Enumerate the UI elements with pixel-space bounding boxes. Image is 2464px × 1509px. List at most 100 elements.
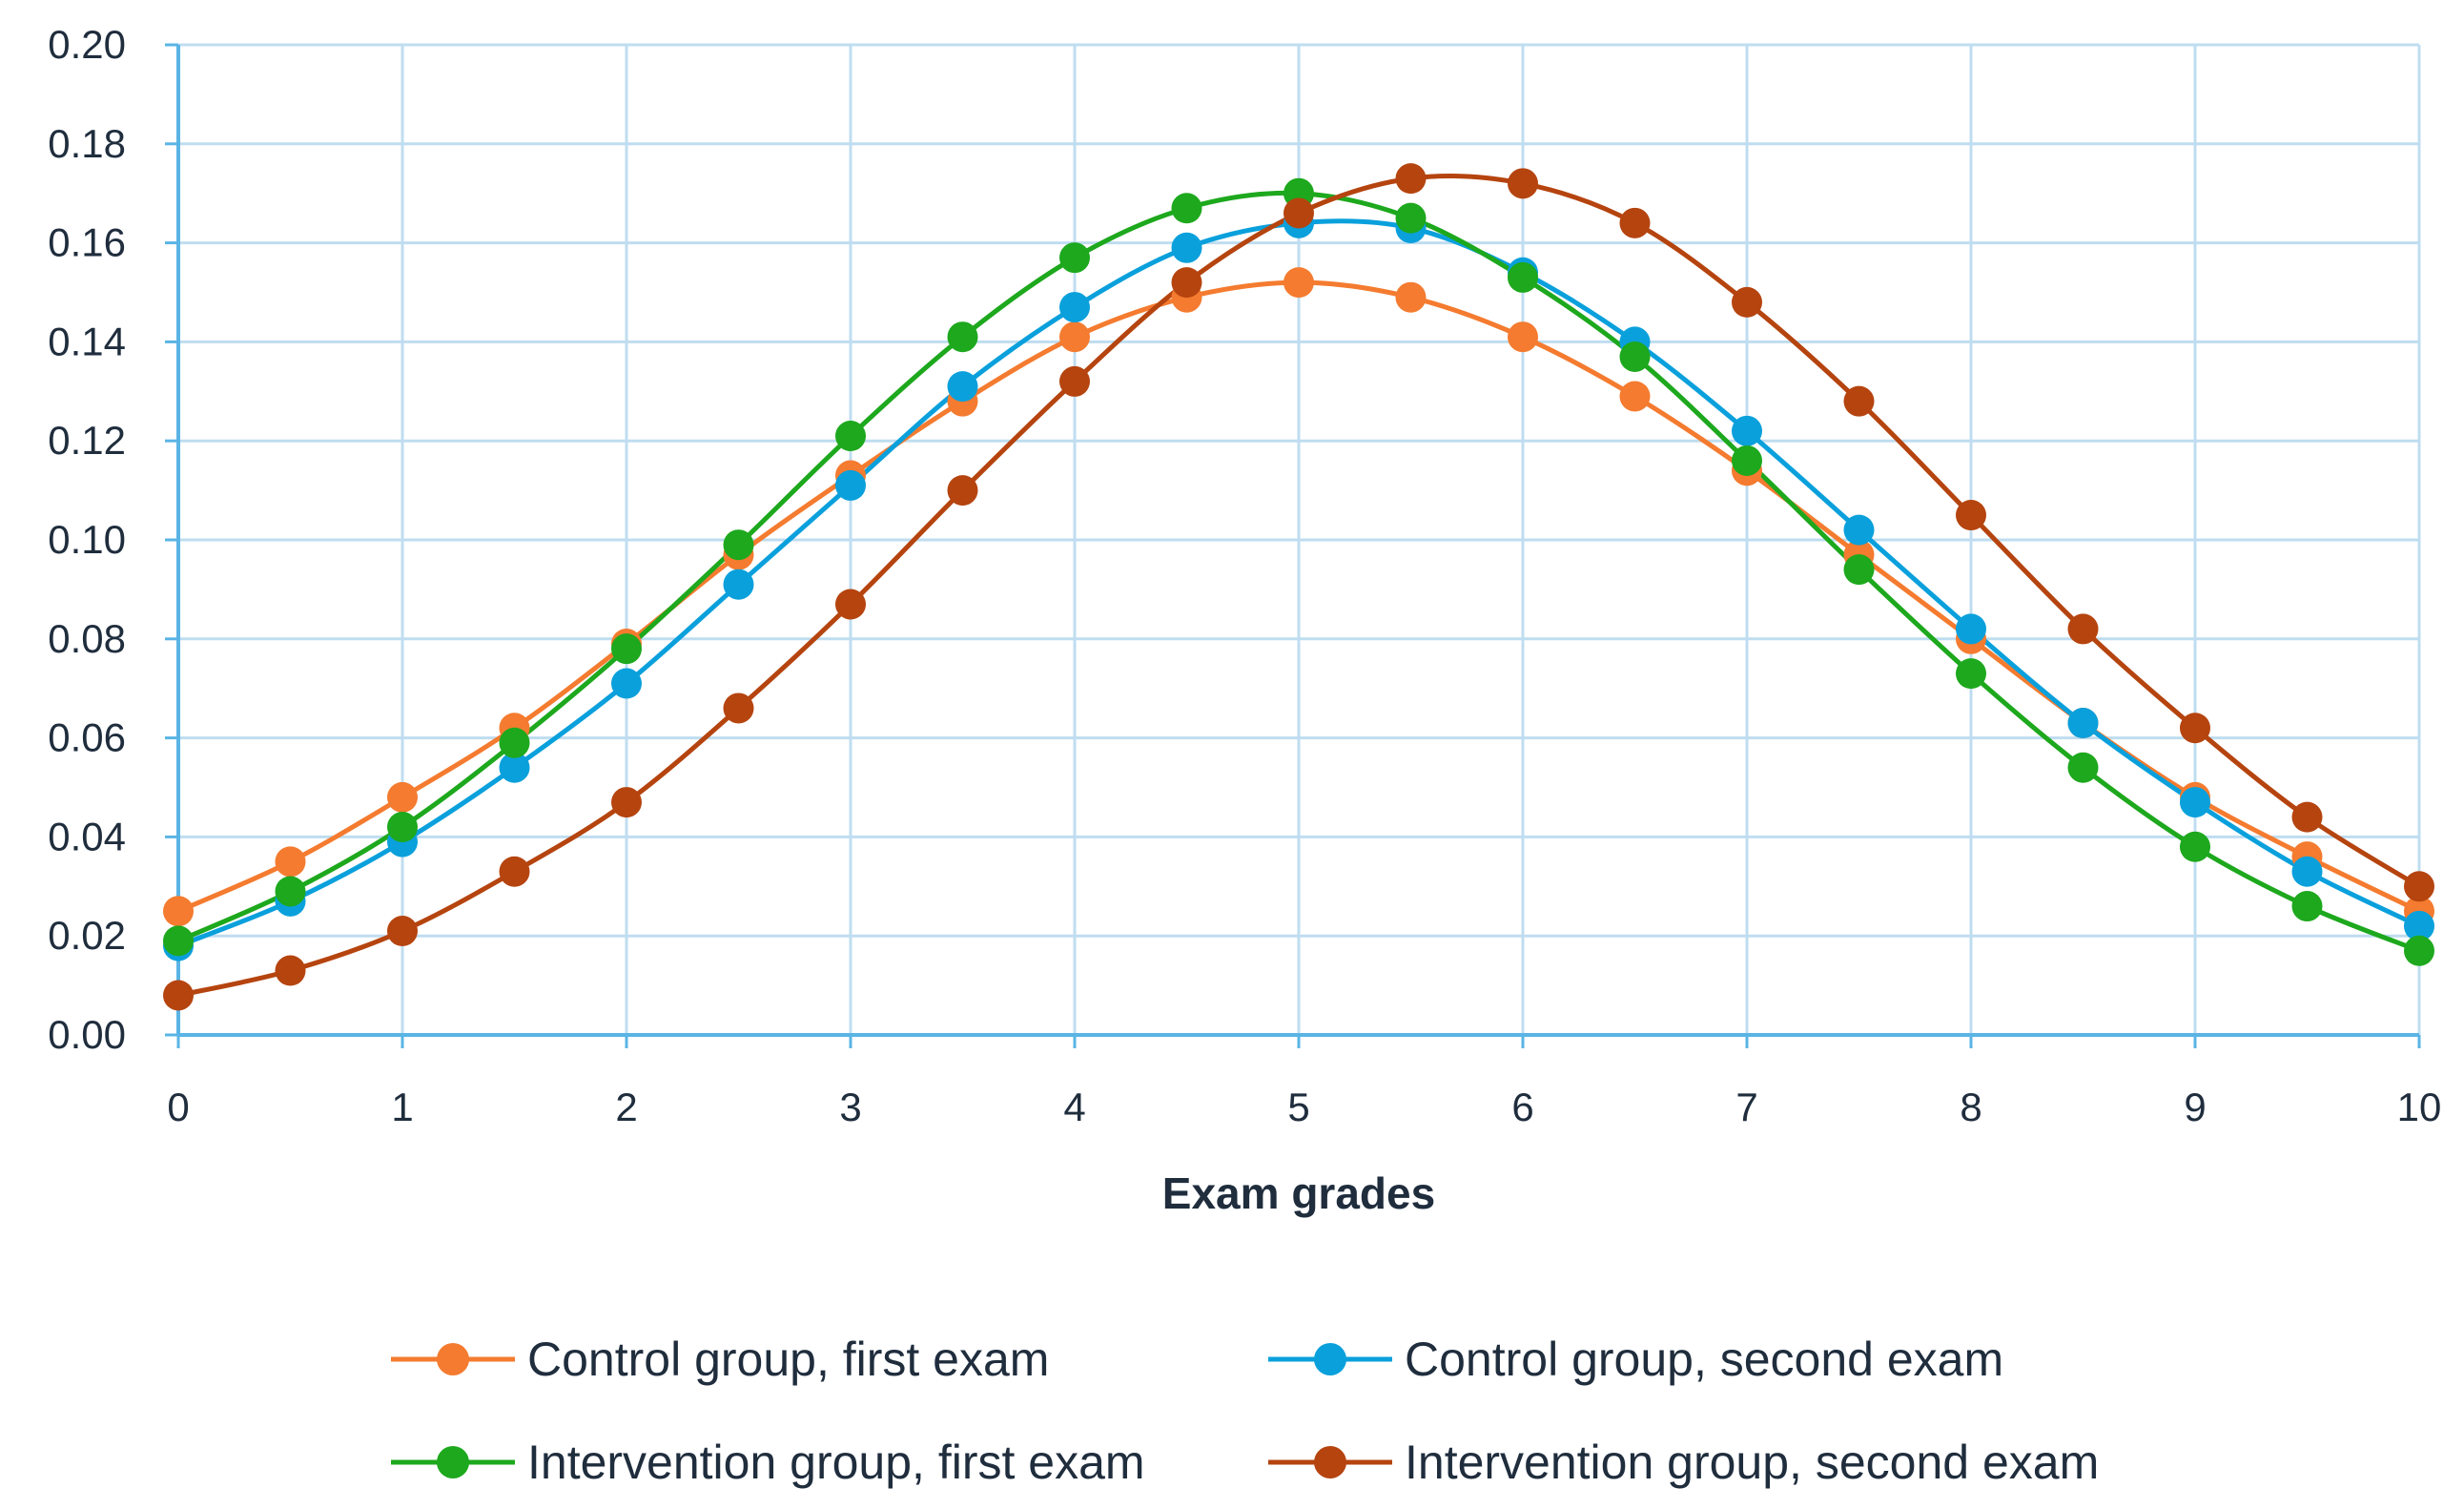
data-point <box>947 321 978 353</box>
y-tick-label: 0.06 <box>48 715 126 760</box>
data-point <box>723 529 754 561</box>
data-point <box>1619 207 1651 238</box>
x-tick-label: 1 <box>391 1085 413 1129</box>
legend-label: Intervention group, first exam <box>527 1436 1145 1489</box>
data-point <box>1956 658 1986 690</box>
data-point <box>2291 801 2323 833</box>
y-tick-label: 0.02 <box>48 913 126 958</box>
data-point <box>2067 613 2099 645</box>
data-point <box>387 812 418 843</box>
x-tick-label: 2 <box>615 1085 637 1129</box>
data-point <box>2291 856 2323 887</box>
legend-item-1: Control group, first exam <box>391 1333 1049 1386</box>
y-tick-label: 0.18 <box>48 121 126 166</box>
data-point <box>1956 500 1986 531</box>
data-point <box>275 876 306 907</box>
x-tick-label: 0 <box>167 1085 189 1129</box>
data-point <box>1732 444 1762 476</box>
data-point <box>1843 554 1875 586</box>
x-tick-label: 5 <box>1287 1085 1309 1129</box>
y-tick-label: 0.16 <box>48 220 126 265</box>
x-tick-label: 9 <box>2184 1085 2206 1129</box>
data-point <box>163 896 194 927</box>
data-point <box>1508 261 1538 293</box>
legend-swatch-marker <box>1314 1343 1346 1375</box>
legend-label: Control group, second exam <box>1405 1333 2003 1386</box>
data-point <box>2404 871 2434 902</box>
data-point <box>1732 415 1762 446</box>
gridlines <box>178 43 2421 1035</box>
data-point <box>1843 514 1875 546</box>
data-point <box>1059 242 1090 274</box>
legend-swatch-marker <box>437 1343 469 1375</box>
data-point <box>1508 168 1538 199</box>
series <box>163 163 2434 1011</box>
y-tick-label: 0.12 <box>48 418 126 463</box>
data-point <box>1171 232 1202 263</box>
y-tick-label: 0.04 <box>48 814 126 858</box>
legend-item-4: Intervention group, second exam <box>1268 1436 2099 1489</box>
data-point <box>1619 341 1651 372</box>
tick-labels: 0.00 0.02 0.04 0.06 0.08 0.10 0.12 0.14 0.16 0.18… <box>48 22 2441 1129</box>
x-tick-label: 4 <box>1063 1085 1085 1129</box>
data-point <box>835 421 866 452</box>
data-point <box>499 727 530 758</box>
y-tick-label: 0.10 <box>48 517 126 562</box>
y-tick-label: 0.00 <box>48 1012 126 1057</box>
data-point <box>1508 321 1538 353</box>
y-tick-label: 0.08 <box>48 616 126 661</box>
data-point <box>1171 267 1202 299</box>
data-point <box>387 781 418 813</box>
y-tick-label: 0.14 <box>48 319 126 363</box>
data-point <box>2180 713 2210 744</box>
data-point <box>611 633 642 665</box>
data-point <box>611 787 642 818</box>
axes <box>165 43 2421 1048</box>
data-point <box>1283 197 1314 229</box>
data-point <box>835 469 866 501</box>
data-point <box>387 916 418 947</box>
legend-label: Control group, first exam <box>527 1333 1049 1386</box>
data-point <box>1059 292 1090 323</box>
legend: Control group, first exam Control group, … <box>391 1333 2099 1489</box>
legend-swatch-marker <box>1314 1446 1346 1478</box>
data-point <box>1395 281 1427 313</box>
x-axis-title: Exam grades <box>1162 1168 1435 1218</box>
data-point <box>1171 193 1202 224</box>
x-tick-label: 6 <box>1511 1085 1533 1129</box>
data-point <box>499 856 530 887</box>
data-point <box>163 925 194 957</box>
data-point <box>723 568 754 600</box>
x-tick-label: 7 <box>1735 1085 1757 1129</box>
data-point <box>947 371 978 403</box>
data-point <box>2404 935 2434 966</box>
data-point <box>2067 752 2099 783</box>
data-point <box>2291 891 2323 922</box>
data-point <box>1956 613 1986 645</box>
data-point <box>723 692 754 724</box>
data-point <box>1732 286 1762 318</box>
data-point <box>1395 163 1427 195</box>
data-point <box>499 752 530 783</box>
x-tick-label: 8 <box>1960 1085 1981 1129</box>
data-point <box>1395 202 1427 234</box>
y-tick-label: 0.20 <box>48 22 126 67</box>
data-point <box>2180 831 2210 862</box>
data-point <box>1283 267 1314 299</box>
data-point <box>2067 708 2099 739</box>
legend-item-2: Control group, second exam <box>1268 1333 2003 1386</box>
x-tick-label: 10 <box>2397 1085 2442 1129</box>
data-point <box>835 589 866 620</box>
data-point <box>1619 381 1651 412</box>
data-point <box>275 846 306 878</box>
data-point <box>1059 321 1090 353</box>
legend-label: Intervention group, second exam <box>1405 1436 2099 1489</box>
legend-swatch-marker <box>437 1446 469 1478</box>
data-point <box>163 980 194 1011</box>
data-point <box>1843 385 1875 417</box>
x-tick-label: 3 <box>839 1085 861 1129</box>
data-point <box>1059 365 1090 397</box>
data-point <box>2404 910 2434 941</box>
